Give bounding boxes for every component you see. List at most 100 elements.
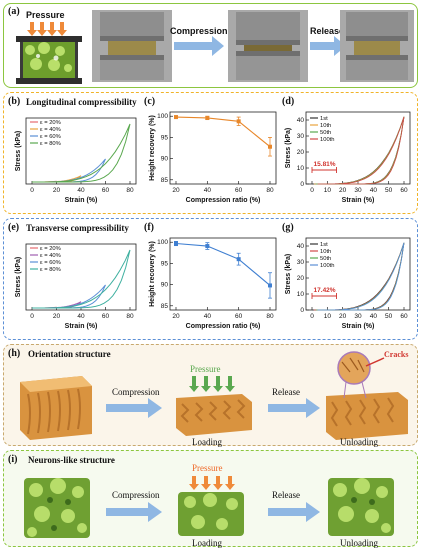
x-axis-label: Strain (%) [342,197,375,204]
x-tick-label: 80 [266,187,274,194]
x-tick-label: 20 [172,313,180,320]
legend-entry: 100th [320,137,335,143]
y-tick-label: 30 [297,259,305,266]
x-axis-label: Strain (%) [65,323,98,330]
cracks-label-h: Cracks [384,350,409,359]
oriented-block-original [20,376,92,440]
compression-label-a: Compression [170,26,228,36]
data-point [268,144,272,149]
neuron-block-unloading [328,478,394,536]
compression-label-h: Compression [112,387,160,397]
x-tick-label: 50 [385,187,393,194]
data-point [236,119,241,124]
series-line-3 [32,158,106,183]
recovery-line [175,242,271,286]
legend-entry: 100th [320,263,335,269]
legend-entry: 1st [320,116,328,122]
compression-photo-before [92,10,172,82]
crack-pointer-arrow [365,357,385,367]
release-label-h: Release [272,387,300,397]
x-tick-label: 60 [235,187,243,194]
unloading-label-h: Unloading [340,437,378,447]
crack-zoom-circle [337,351,371,385]
x-tick-label: 30 [354,313,362,320]
y-tick-label: 40 [297,243,305,250]
residual-strain-label: 15.81% [314,161,336,168]
neuron-block-original [24,478,90,538]
x-tick-label: 50 [385,313,393,320]
y-tick-label: 100 [157,239,168,246]
legend-entry: 1st [320,242,328,248]
panel-e-label: (e) [8,222,20,233]
arrow-compression-i [106,502,162,522]
data-point [236,257,241,262]
x-tick-label: 20 [53,187,61,194]
legend-entry: ε = 60% [40,134,61,140]
panel-h-label: (h) [8,348,21,359]
x-tick-label: 0 [30,313,34,320]
y-axis-label: Stress (kPa) [15,257,22,297]
y-axis-label: Stress (kPa) [15,131,22,171]
unloading-label-i: Unloading [340,538,378,548]
sample-compression-fixture [16,22,82,84]
y-tick-label: 90 [161,282,169,289]
panel-f-label: (f) [144,222,154,233]
arrow-compression-a [174,36,224,56]
legend-entry: ε = 80% [40,141,61,147]
chart-c: 20 40 60 80 85 90 95 100 Compression ratio (%) He… [149,111,277,204]
x-tick-label: 80 [126,187,134,194]
y-tick-label: 10 [297,291,305,298]
x-tick-label: 40 [77,187,85,194]
compression-photo-after [340,10,414,82]
compression-label-i: Compression [112,490,160,500]
oriented-block-unloading [326,351,408,440]
plot-frame [169,111,277,185]
compression-photo-during [228,10,308,82]
recovery-line [175,116,271,148]
cycle-line-4 [317,242,405,311]
panel-i-title: Neurons-like structure [28,455,115,465]
orientation-structure-graphic [20,351,408,440]
panel-e-title: Transverse compressibility [26,223,129,233]
panel-c-label: (c) [144,96,156,107]
x-tick-label: 60 [102,187,110,194]
series-line-4 [32,123,131,183]
x-tick-label: 80 [126,313,134,320]
y-tick-label: 0 [300,181,304,188]
neurons-structure-graphic [24,476,394,538]
x-axis-label: Compression ratio (%) [186,197,261,204]
y-tick-label: 95 [161,260,169,267]
series-line-3 [32,284,106,309]
x-tick-label: 0 [310,187,314,194]
panel-b-title: Longitudinal compressibility [26,97,137,107]
x-tick-label: 10 [324,313,332,320]
x-tick-label: 20 [172,187,180,194]
legend-entry: ε = 40% [40,127,61,133]
arrow-release-i [268,502,320,522]
x-tick-label: 40 [204,313,212,320]
y-tick-label: 30 [297,133,305,140]
legend-entry: 50th [320,130,331,136]
x-tick-label: 60 [235,313,243,320]
pressure-label-a: Pressure [26,10,65,20]
legend-entry: ε = 80% [40,267,61,273]
series-line-4 [32,249,131,309]
oriented-block-loading [176,376,252,436]
legend-entry: ε = 20% [40,246,61,252]
panel-i-label: (i) [8,454,18,465]
x-tick-label: 40 [204,187,212,194]
legend-entry: ε = 40% [40,253,61,259]
cycle-line-4 [317,116,405,185]
chart-f: 20 40 60 80 85 90 95 100 Compression ratio (%) He… [149,237,277,330]
neuron-block-loading [178,476,244,536]
x-tick-label: 0 [30,187,34,194]
data-point [205,244,210,249]
x-tick-label: 60 [400,187,408,194]
loading-label-i: Loading [192,538,222,548]
loading-label-h: Loading [192,437,222,447]
data-point [174,241,178,246]
data-point [268,283,272,288]
y-axis-label: Stress (kPa) [285,128,292,168]
arrow-release-h [268,398,320,418]
